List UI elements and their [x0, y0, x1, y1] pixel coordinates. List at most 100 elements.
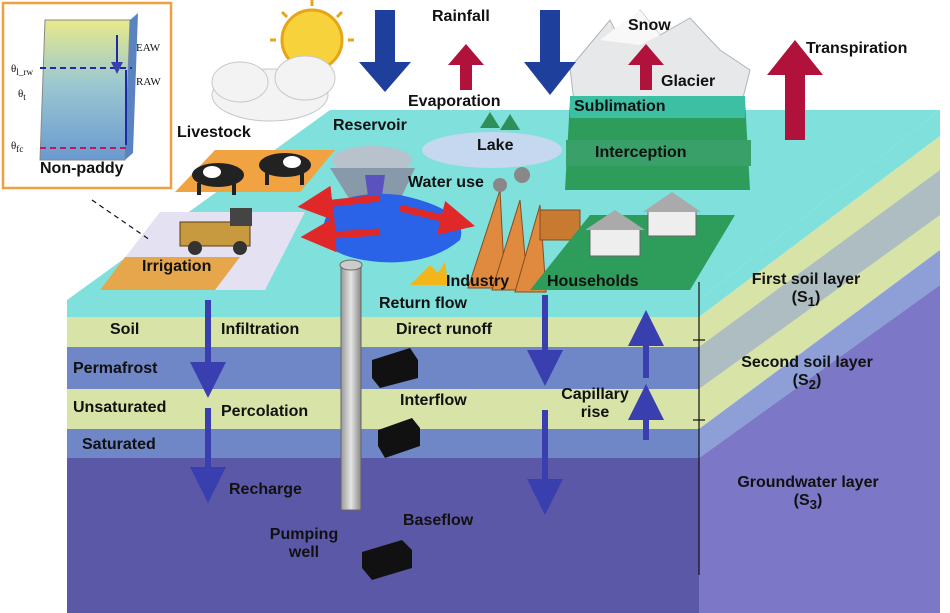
- second-soil-layer-line1: Second soil layer: [741, 354, 873, 371]
- transpiration-label: Transpiration: [806, 40, 908, 57]
- forest-icon: [565, 96, 751, 190]
- soil-band: [67, 317, 699, 347]
- non-paddy-inset: [1, 1, 173, 190]
- theta-t-label: θt: [18, 88, 26, 102]
- percolation-label: Percolation: [221, 403, 309, 420]
- surface-edge: [67, 300, 699, 317]
- first-soil-layer-label: First soil layer (S1): [726, 271, 886, 309]
- theta-fc-symbol: θ: [11, 140, 17, 152]
- groundwater-index: 3: [809, 496, 818, 512]
- second-soil-layer-label: Second soil layer (S2): [717, 354, 897, 392]
- interflow-outlet: [378, 418, 420, 458]
- unsaturated-label: Unsaturated: [73, 399, 167, 416]
- second-layer-close: ): [816, 371, 822, 389]
- second-layer-open: (S: [792, 371, 809, 389]
- industry-icon: [467, 167, 581, 293]
- first-soil-layer-line1: First soil layer: [751, 271, 861, 288]
- households-area: [530, 192, 735, 290]
- groundwater-layer-line2: (S3): [713, 492, 903, 513]
- livestock-area: [175, 150, 335, 195]
- second-soil-layer-line2: (S2): [717, 372, 897, 393]
- livestock-label: Livestock: [177, 124, 251, 141]
- side-groundwater: [699, 285, 940, 613]
- industry-label: Industry: [446, 273, 510, 290]
- permafrost-label: Permafrost: [73, 360, 158, 377]
- house-icon: [643, 192, 701, 237]
- reservoir-icon: [330, 146, 415, 210]
- return-flow-label: Return flow: [379, 295, 467, 312]
- return-flow-arrow: [410, 262, 448, 285]
- irrigation-field: [100, 208, 305, 290]
- glacier-icon: [569, 9, 751, 111]
- house-icon: [585, 210, 645, 257]
- recharge-label: Recharge: [229, 481, 302, 498]
- side-face: [699, 110, 940, 613]
- first-layer-index: 1: [807, 293, 816, 309]
- glacier-label: Glacier: [661, 73, 716, 90]
- inset-pointer: [91, 199, 151, 241]
- lake-label: Lake: [477, 137, 514, 154]
- tractor-icon: [179, 208, 252, 255]
- sublimation-label: Sublimation: [574, 98, 666, 115]
- groundwater-layer-label: Groundwater layer (S3): [713, 474, 903, 512]
- baseflow-outlet: [362, 540, 412, 580]
- side-permafrost: [699, 170, 940, 389]
- capillary-rise-line1: Capillary: [561, 386, 629, 403]
- runoff-outlet: [372, 348, 418, 388]
- reservoir-label: Reservoir: [333, 117, 407, 134]
- irrigation-label: Irrigation: [142, 258, 212, 275]
- groundwater-open: (S: [793, 491, 810, 509]
- side-unsaturated: [699, 215, 940, 429]
- direct-runoff-label: Direct runoff: [396, 321, 492, 338]
- snow-label: Snow: [628, 17, 671, 34]
- cow-icon: [192, 163, 244, 195]
- vertical-flows: [190, 295, 664, 515]
- theta-fc-sub: fc: [16, 144, 24, 155]
- raw-label: RAW: [136, 76, 161, 88]
- households-label: Households: [547, 273, 639, 290]
- non-paddy-label: Non-paddy: [40, 160, 124, 177]
- pumping-well-line1: Pumping: [269, 526, 339, 543]
- first-layer-close: ): [815, 288, 821, 306]
- evaporation-label: Evaporation: [408, 93, 501, 110]
- cow-icon: [259, 153, 311, 185]
- first-layer-open: (S: [791, 288, 808, 306]
- pumping-well-icon: [339, 259, 363, 511]
- water-use-arrows: [297, 185, 476, 253]
- transpiration-arrow: [767, 40, 823, 140]
- side-surface: [699, 110, 940, 317]
- interflow-label: Interflow: [400, 392, 467, 409]
- theta-fc-label: θfc: [11, 140, 23, 154]
- interception-label: Interception: [595, 144, 687, 161]
- capillary-rise-label: Capillary rise: [549, 386, 641, 421]
- water-use-label: Water use: [408, 174, 484, 191]
- theta-lrw-sub: l_rw: [16, 67, 34, 78]
- capillary-rise-line2: rise: [580, 403, 610, 421]
- layer-depth-marker: [693, 282, 705, 575]
- groundwater-close: ): [817, 491, 823, 509]
- pumping-well-label: Pumping well: [255, 526, 353, 561]
- side-saturated: [699, 250, 940, 458]
- pumping-well-line2: well: [288, 543, 320, 561]
- theta-t-sub: t: [23, 92, 26, 103]
- rainfall-arrow-left: [359, 10, 411, 92]
- sublimation-arrow: [628, 44, 664, 90]
- rainfall-arrow-right: [524, 10, 576, 95]
- groundwater-band: [67, 458, 699, 613]
- theta-lrw-symbol: θ: [11, 63, 17, 75]
- lateral-flow-blocks: [362, 348, 420, 580]
- eaw-label: EAW: [136, 42, 161, 54]
- evaporation-arrow: [448, 44, 484, 90]
- baseflow-label: Baseflow: [403, 512, 474, 529]
- saturated-label: Saturated: [82, 436, 156, 453]
- soil-label: Soil: [110, 321, 140, 338]
- unsaturated-band: [67, 389, 699, 429]
- rainfall-label: Rainfall: [432, 8, 490, 25]
- theta-t-symbol: θ: [18, 88, 24, 100]
- second-layer-index: 2: [808, 376, 817, 392]
- cloud-icon: [211, 55, 336, 122]
- first-soil-layer-line2: (S1): [726, 289, 886, 310]
- groundwater-layer-line1: Groundwater layer: [737, 474, 879, 491]
